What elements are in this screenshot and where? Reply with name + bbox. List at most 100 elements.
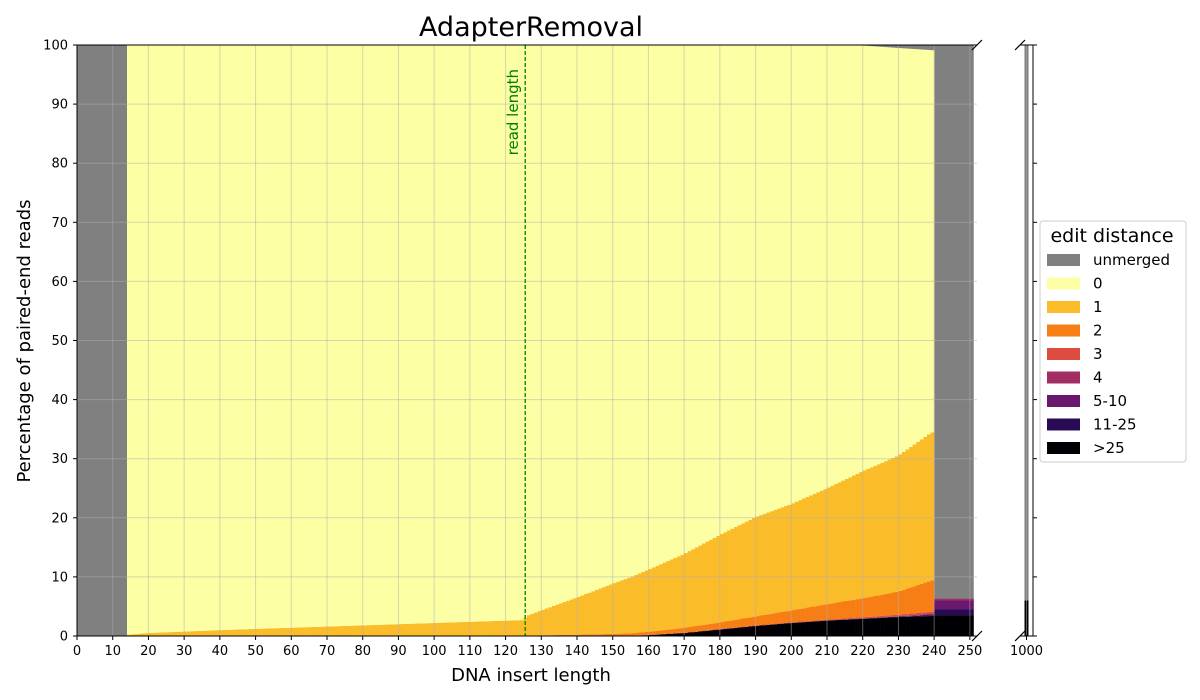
stack-bar-2 [673, 628, 678, 634]
stack-bar-1 [209, 630, 214, 636]
stack-bar-0 [523, 45, 528, 618]
stack-bar-1 [744, 521, 749, 618]
stack-bar-1 [830, 485, 835, 604]
stack-bar-1 [309, 627, 314, 636]
stack-bar-unmerged [869, 45, 874, 47]
stack-bar-0 [166, 45, 171, 633]
stack-bar-1 [687, 551, 692, 628]
stack-bar-0 [587, 45, 592, 593]
stack-bar-3 [930, 611, 935, 614]
axis-break-mark [1014, 39, 1026, 51]
stack-bar-0 [487, 45, 492, 622]
tail-bar-5-10 [934, 600, 974, 610]
stack-bar-1 [198, 630, 203, 636]
stack-bar-1 [719, 534, 724, 623]
stack-bar-1 [244, 629, 249, 636]
stack-bar-1 [737, 525, 742, 620]
stack-bar-0 [152, 45, 156, 633]
stack-bar-0 [891, 47, 896, 458]
stack-bar-0 [798, 45, 803, 501]
stack-bar-2 [916, 585, 921, 613]
stack-bar-unmerged [902, 45, 906, 49]
x-tick-label: 50 [247, 644, 264, 659]
stack-bar-1 [559, 603, 564, 635]
stack-bar-3 [877, 616, 881, 618]
stack-bar-0 [534, 45, 539, 613]
stack-bar-1 [441, 622, 446, 636]
x-tick-label: 40 [212, 644, 229, 659]
stack-bar-0 [562, 45, 567, 602]
stack-bar->25 [712, 630, 717, 636]
stack-bar-0 [484, 45, 489, 622]
stack-bar-2 [698, 625, 703, 631]
stack-bar->25 [902, 616, 906, 636]
stack-bar-2 [794, 609, 799, 622]
stack-bar-1 [509, 620, 514, 636]
stack-bar-1 [280, 628, 285, 636]
stack-bar-1 [530, 613, 535, 636]
stack-bar-1 [616, 581, 621, 634]
legend-label-5-10: 5-10 [1093, 392, 1127, 410]
stack-bar-0 [862, 45, 867, 471]
stack-bar-0 [466, 45, 471, 622]
stack-bar-3 [755, 625, 760, 626]
stack-bar-0 [284, 45, 289, 628]
stack-bar-1 [541, 609, 546, 636]
stack-bar-1 [219, 630, 224, 636]
stack-bar-unmerged [873, 45, 878, 47]
stack-bar->25 [752, 626, 756, 636]
stack-bar->25 [727, 628, 731, 636]
stack-bar-11-25 [930, 615, 935, 616]
stack-bar-3 [919, 612, 924, 615]
stack-bar-0 [530, 45, 535, 614]
stack-bar-1 [894, 456, 899, 592]
stack-bar->25 [794, 622, 799, 636]
stack-bar-0 [412, 45, 417, 624]
stack-bar-2 [859, 598, 864, 618]
stack-bar-0 [594, 45, 599, 590]
stack-bar-0 [448, 45, 453, 623]
stack-bar->25 [841, 619, 846, 636]
stack-bar-0 [844, 45, 849, 479]
stack-bar->25 [698, 631, 703, 636]
stack-bar-3 [819, 619, 824, 621]
stack-bar-3 [780, 622, 785, 624]
stack-bar-1 [130, 634, 135, 636]
stack-bar-0 [212, 45, 217, 631]
stack-bar-1 [841, 480, 846, 602]
stack-bar->25 [784, 623, 789, 636]
stack-bar->25 [691, 632, 696, 636]
stack-bar-2 [587, 634, 592, 636]
stack-bar-11-25 [923, 615, 928, 617]
stack-bar-0 [494, 45, 499, 621]
stack-bar-1 [302, 627, 306, 636]
stack-bar-1 [223, 629, 228, 636]
stack-bar-1 [641, 571, 646, 633]
stack-bar-0 [769, 45, 774, 512]
x-tick-label: 160 [636, 644, 661, 659]
stack-bar-0 [244, 45, 249, 630]
stack-bar-1 [727, 530, 731, 621]
stack-bar-1 [177, 631, 181, 636]
stack-bar-0 [241, 45, 246, 630]
stack-bar-1 [234, 629, 239, 636]
stack-bar-1 [484, 621, 489, 636]
stack-bar-2 [637, 632, 642, 636]
stack-bar-3 [823, 619, 828, 621]
stack-bar-1 [652, 567, 656, 632]
chart-title: AdapterRemoval [419, 12, 643, 43]
stack-bar-1 [805, 496, 810, 608]
stack-bar-2 [705, 624, 710, 631]
stack-bar-0 [719, 45, 724, 535]
stack-bar-1 [716, 535, 721, 623]
x-tick-label: 150 [600, 644, 625, 659]
stack-bar-2 [877, 595, 881, 617]
stack-bar-1 [602, 587, 606, 635]
stack-bar-0 [437, 45, 442, 623]
stack-bar-1 [148, 632, 153, 636]
stack-bar-unmerged [912, 45, 917, 50]
stack-bar->25 [677, 633, 681, 636]
stack-bar-2 [887, 593, 892, 616]
legend-swatch-1 [1047, 301, 1080, 313]
legend-swatch-11-25 [1047, 418, 1080, 431]
